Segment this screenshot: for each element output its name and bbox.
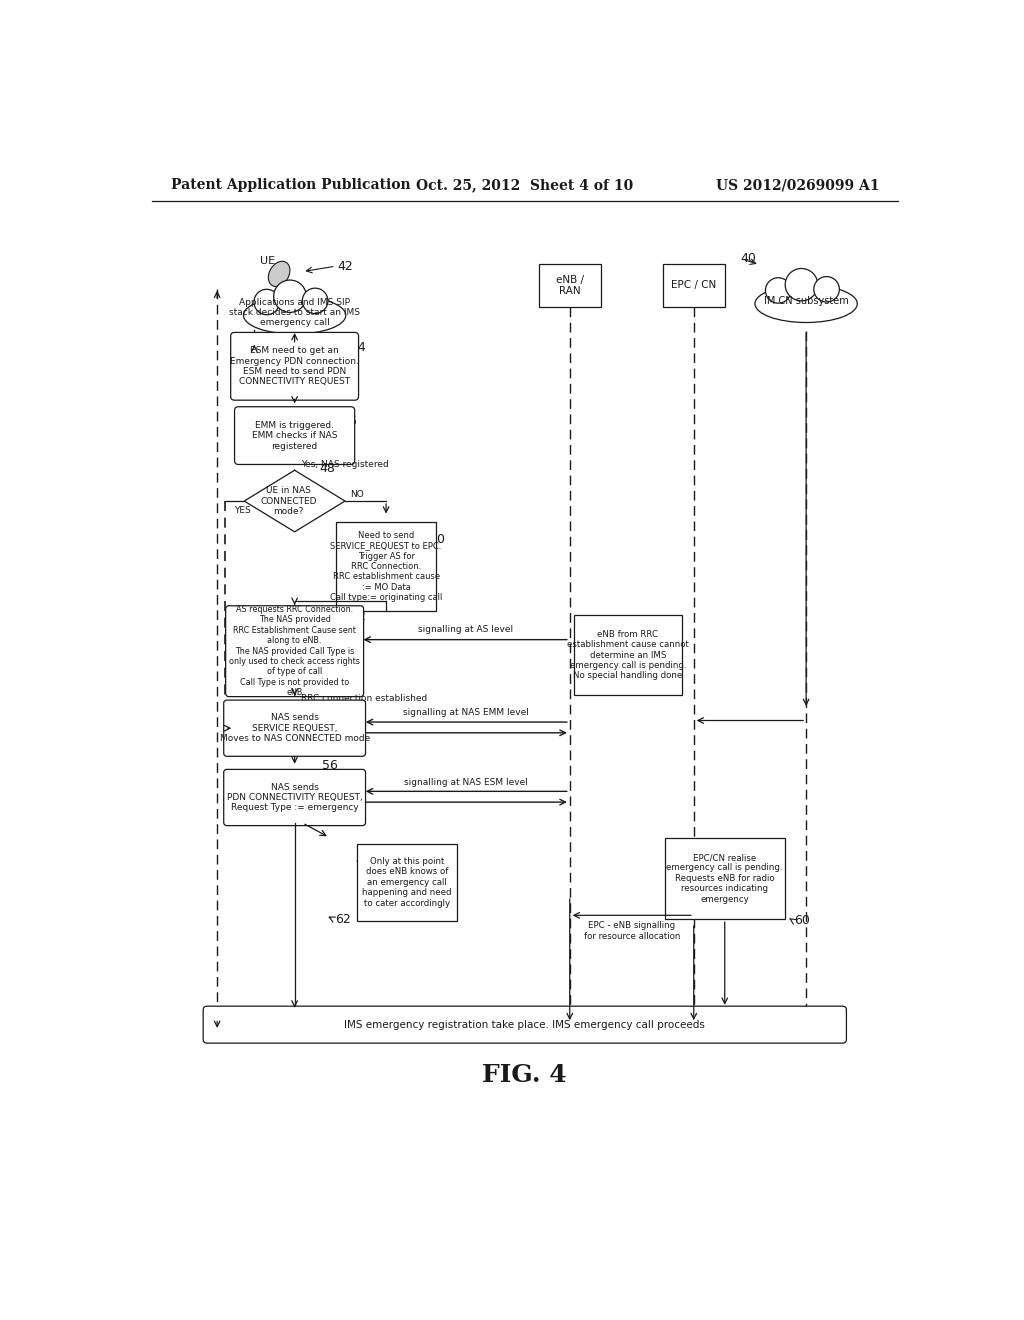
Text: 46: 46 xyxy=(341,416,357,428)
Text: 62: 62 xyxy=(335,912,350,925)
Text: Need to send
SERVICE_REQUEST to EPC.
Trigger AS for
RRC Connection.
RRC establis: Need to send SERVICE_REQUEST to EPC. Tri… xyxy=(330,531,442,602)
FancyBboxPatch shape xyxy=(230,333,358,400)
Circle shape xyxy=(765,277,791,304)
Text: signalling at NAS ESM level: signalling at NAS ESM level xyxy=(404,777,528,787)
Bar xyxy=(663,264,725,306)
Text: 60: 60 xyxy=(795,915,810,927)
Text: AS requests RRC Connection.
The NAS provided
RRC Establishment Cause sent
along : AS requests RRC Connection. The NAS prov… xyxy=(229,605,360,697)
Text: IM CN subsystem: IM CN subsystem xyxy=(764,296,849,306)
FancyBboxPatch shape xyxy=(225,606,364,697)
Polygon shape xyxy=(245,470,345,532)
Ellipse shape xyxy=(244,297,346,334)
Text: YES: YES xyxy=(234,506,251,515)
Text: IMS emergency registration take place. IMS emergency call proceeds: IMS emergency registration take place. I… xyxy=(344,1019,706,1030)
Text: eNB from RRC
establishment cause cannot
determine an IMS
emergency call is pendi: eNB from RRC establishment cause cannot … xyxy=(567,630,689,680)
Text: 58: 58 xyxy=(362,853,379,866)
Ellipse shape xyxy=(755,285,857,322)
Circle shape xyxy=(814,277,840,302)
Text: EPC / CN: EPC / CN xyxy=(671,280,717,290)
Bar xyxy=(356,843,458,921)
Text: 54: 54 xyxy=(589,622,605,635)
Text: eNB /
RAN: eNB / RAN xyxy=(556,275,584,296)
Circle shape xyxy=(785,268,818,301)
Text: signalling at AS level: signalling at AS level xyxy=(418,626,513,635)
Text: Oct. 25, 2012  Sheet 4 of 10: Oct. 25, 2012 Sheet 4 of 10 xyxy=(416,178,634,193)
Bar xyxy=(336,523,436,611)
Text: signalling at NAS EMM level: signalling at NAS EMM level xyxy=(403,709,529,718)
Bar xyxy=(539,264,601,306)
Text: ESM need to get an
Emergency PDN connection.
ESM need to send PDN
CONNECTIVITY R: ESM need to get an Emergency PDN connect… xyxy=(230,346,359,387)
Circle shape xyxy=(302,288,328,314)
Text: EMM is triggered.
EMM checks if NAS
registered: EMM is triggered. EMM checks if NAS regi… xyxy=(252,421,337,450)
Text: FIG. 4: FIG. 4 xyxy=(482,1063,567,1086)
Text: UE in NAS
CONNECTED
mode?: UE in NAS CONNECTED mode? xyxy=(260,486,316,516)
Ellipse shape xyxy=(268,261,290,286)
Text: RRC connection established: RRC connection established xyxy=(301,694,427,704)
FancyBboxPatch shape xyxy=(223,770,366,825)
Text: 50: 50 xyxy=(429,533,444,546)
Text: 44: 44 xyxy=(350,341,367,354)
Circle shape xyxy=(254,289,280,314)
Text: NAS sends
SERVICE REQUEST,
Moves to NAS CONNECTED mode: NAS sends SERVICE REQUEST, Moves to NAS … xyxy=(219,713,370,743)
Text: 56: 56 xyxy=(322,759,338,772)
Text: NO: NO xyxy=(350,491,365,499)
Text: Applications and IMS SIP
stack decides to start an IMS
emergency call: Applications and IMS SIP stack decides t… xyxy=(229,297,360,327)
Circle shape xyxy=(273,280,306,313)
FancyBboxPatch shape xyxy=(203,1006,847,1043)
Bar xyxy=(573,615,682,696)
Bar xyxy=(665,838,784,919)
Text: NAS sends
PDN CONNECTIVITY REQUEST,
Request Type := emergency: NAS sends PDN CONNECTIVITY REQUEST, Requ… xyxy=(226,783,362,812)
FancyBboxPatch shape xyxy=(223,700,366,756)
FancyBboxPatch shape xyxy=(234,407,354,465)
Text: 42: 42 xyxy=(337,260,353,273)
Text: 48: 48 xyxy=(319,462,335,475)
Text: Yes, NAS registered: Yes, NAS registered xyxy=(301,461,388,470)
Text: Only at this point
does eNB knows of
an emergency call
happening and need
to cat: Only at this point does eNB knows of an … xyxy=(362,857,452,908)
Text: US 2012/0269099 A1: US 2012/0269099 A1 xyxy=(716,178,880,193)
Text: EPC - eNB signalling
for resource allocation: EPC - eNB signalling for resource alloca… xyxy=(584,921,680,941)
Text: UE: UE xyxy=(260,256,275,267)
Text: 40: 40 xyxy=(740,252,756,265)
Text: EPC/CN realise
emergency call is pending.
Requests eNB for radio
resources indic: EPC/CN realise emergency call is pending… xyxy=(667,853,783,904)
Text: Patent Application Publication: Patent Application Publication xyxy=(171,178,411,193)
Text: 52: 52 xyxy=(350,610,367,623)
